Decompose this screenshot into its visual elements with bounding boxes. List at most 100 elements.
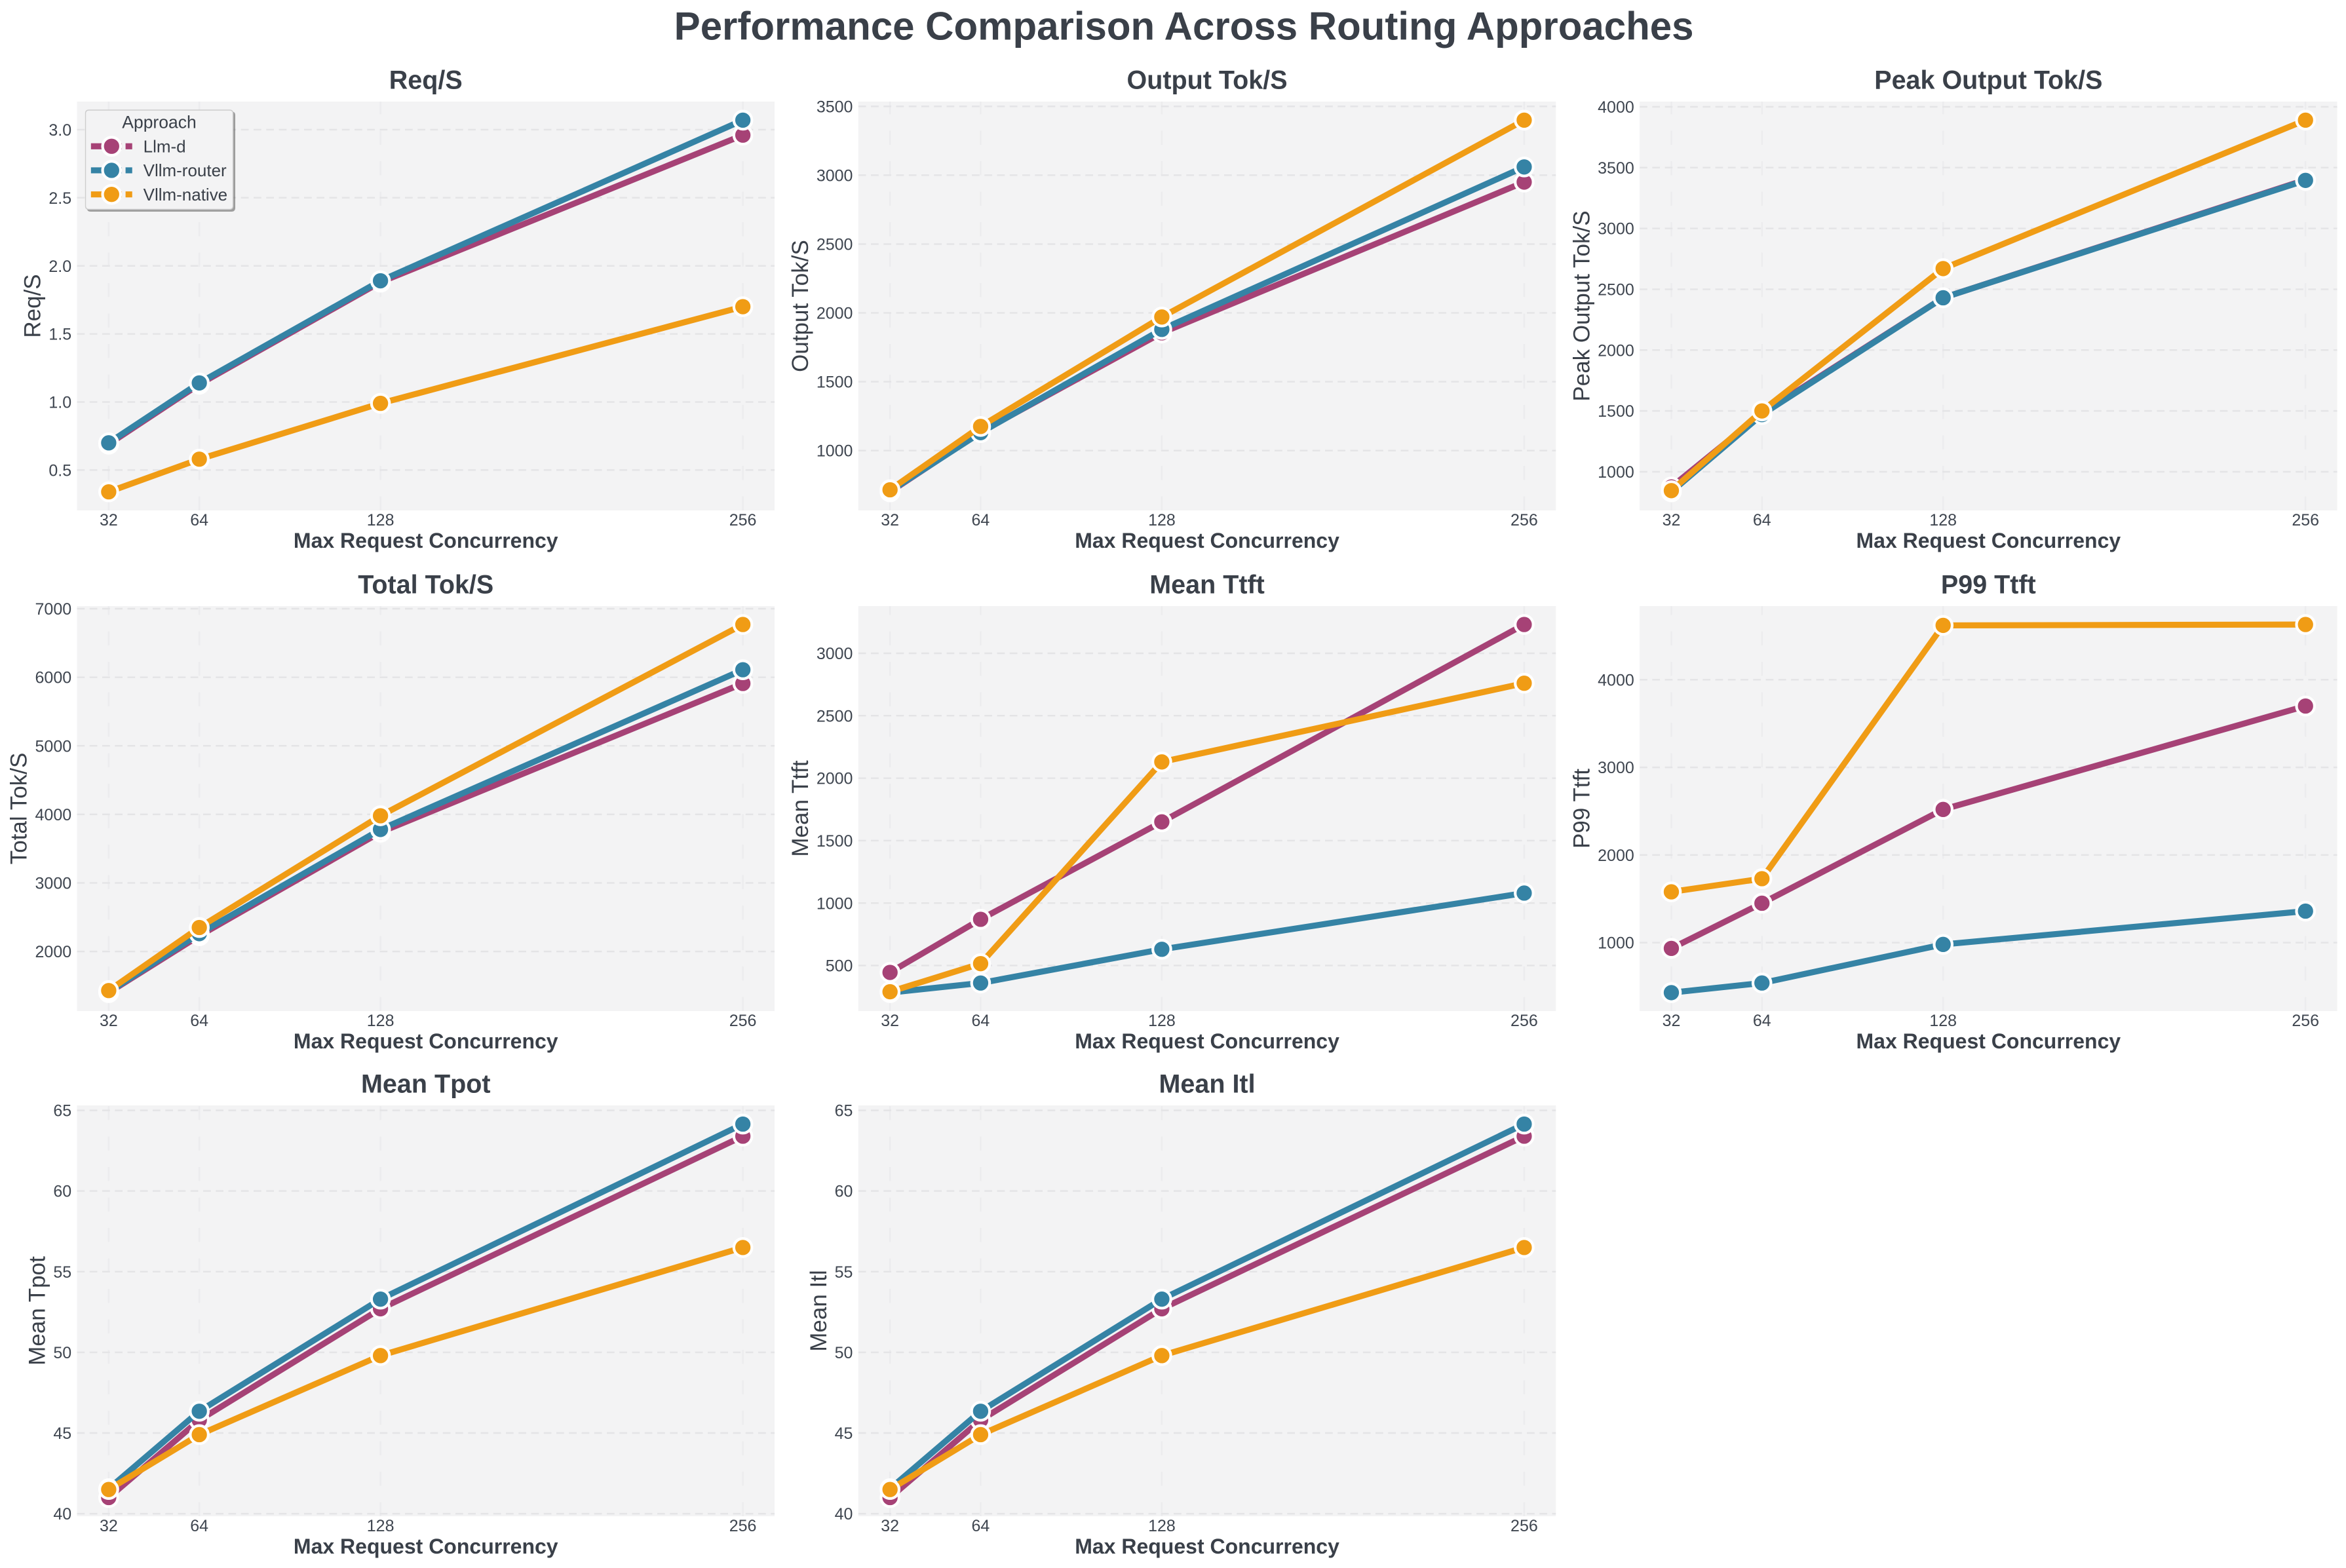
svg-text:Performance Comparison Across: Performance Comparison Across Routing Ap…	[674, 4, 1694, 48]
svg-text:Req/S: Req/S	[389, 66, 463, 95]
svg-text:Max Request Concurrency: Max Request Concurrency	[1075, 529, 1339, 552]
svg-text:Mean Ttft: Mean Ttft	[1149, 571, 1265, 600]
svg-text:32: 32	[881, 1012, 899, 1030]
svg-text:Approach: Approach	[122, 113, 196, 132]
svg-text:128: 128	[367, 1012, 394, 1030]
svg-text:3500: 3500	[1598, 159, 1634, 178]
svg-text:1000: 1000	[1598, 463, 1634, 482]
svg-text:1500: 1500	[817, 373, 853, 392]
svg-text:2500: 2500	[817, 236, 853, 254]
svg-text:128: 128	[1148, 1012, 1176, 1030]
svg-text:Output Tok/S: Output Tok/S	[788, 240, 813, 372]
svg-text:55: 55	[835, 1263, 853, 1282]
svg-text:Mean Tpot: Mean Tpot	[25, 1256, 50, 1366]
svg-text:64: 64	[190, 511, 208, 529]
svg-text:Total Tok/S: Total Tok/S	[358, 571, 493, 600]
svg-text:Mean Itl: Mean Itl	[1159, 1070, 1256, 1099]
svg-text:1500: 1500	[1598, 402, 1634, 421]
svg-text:1000: 1000	[817, 442, 853, 461]
svg-text:50: 50	[835, 1344, 853, 1362]
svg-text:Max Request Concurrency: Max Request Concurrency	[294, 1535, 558, 1558]
svg-text:32: 32	[1663, 511, 1681, 529]
svg-text:60: 60	[53, 1183, 71, 1201]
svg-text:64: 64	[972, 1517, 990, 1535]
svg-text:64: 64	[190, 1517, 208, 1535]
svg-text:Max Request Concurrency: Max Request Concurrency	[294, 1029, 558, 1053]
svg-text:2000: 2000	[817, 305, 853, 323]
svg-text:256: 256	[1510, 1517, 1538, 1535]
svg-text:3000: 3000	[35, 875, 72, 893]
svg-text:128: 128	[1148, 1517, 1176, 1535]
svg-text:32: 32	[100, 1012, 118, 1030]
svg-text:1000: 1000	[817, 894, 853, 913]
svg-text:60: 60	[835, 1183, 853, 1201]
svg-text:5000: 5000	[35, 737, 72, 755]
svg-text:40: 40	[53, 1505, 71, 1523]
svg-text:Total Tok/S: Total Tok/S	[7, 753, 32, 865]
svg-text:3.0: 3.0	[48, 121, 71, 140]
svg-text:2500: 2500	[817, 707, 853, 725]
svg-text:32: 32	[100, 1517, 118, 1535]
svg-text:7000: 7000	[35, 600, 72, 619]
svg-text:64: 64	[972, 1012, 990, 1030]
svg-text:Max Request Concurrency: Max Request Concurrency	[1856, 1029, 2121, 1053]
svg-text:2000: 2000	[1598, 847, 1634, 865]
svg-text:128: 128	[1929, 1012, 1957, 1030]
svg-text:2000: 2000	[1598, 341, 1634, 360]
svg-text:2000: 2000	[35, 943, 72, 961]
svg-text:64: 64	[190, 1012, 208, 1030]
svg-text:3000: 3000	[1598, 220, 1634, 239]
svg-text:3000: 3000	[817, 166, 853, 185]
svg-text:32: 32	[100, 511, 118, 529]
svg-text:Max Request Concurrency: Max Request Concurrency	[1075, 1029, 1339, 1053]
svg-text:P99 Ttft: P99 Ttft	[1569, 769, 1594, 849]
svg-text:6000: 6000	[35, 669, 72, 687]
svg-text:1.5: 1.5	[48, 326, 71, 344]
svg-text:256: 256	[2292, 511, 2319, 529]
svg-text:2.5: 2.5	[48, 189, 71, 208]
svg-text:Llm-d: Llm-d	[144, 136, 186, 156]
svg-text:500: 500	[826, 957, 853, 976]
svg-text:64: 64	[972, 511, 990, 529]
svg-text:Max Request Concurrency: Max Request Concurrency	[1075, 1535, 1339, 1558]
svg-text:Mean Ttft: Mean Ttft	[788, 760, 813, 856]
svg-text:256: 256	[729, 511, 757, 529]
svg-text:128: 128	[367, 1517, 394, 1535]
svg-text:128: 128	[367, 511, 394, 529]
svg-text:4000: 4000	[35, 806, 72, 824]
svg-text:0.5: 0.5	[48, 461, 71, 480]
svg-text:32: 32	[881, 1517, 899, 1535]
svg-text:128: 128	[1929, 511, 1957, 529]
svg-text:Req/S: Req/S	[20, 274, 46, 337]
svg-text:4000: 4000	[1598, 98, 1634, 117]
svg-text:65: 65	[835, 1102, 853, 1120]
svg-text:50: 50	[53, 1344, 71, 1362]
svg-text:32: 32	[1663, 1012, 1681, 1030]
svg-text:45: 45	[53, 1425, 71, 1443]
svg-text:1.0: 1.0	[48, 394, 71, 412]
svg-text:Max Request Concurrency: Max Request Concurrency	[1856, 529, 2121, 552]
svg-text:256: 256	[1510, 511, 1538, 529]
svg-text:Vllm-native: Vllm-native	[144, 185, 228, 204]
svg-text:64: 64	[1753, 511, 1771, 529]
svg-text:2000: 2000	[817, 770, 853, 788]
svg-text:Max Request Concurrency: Max Request Concurrency	[294, 529, 558, 552]
svg-text:Vllm-router: Vllm-router	[144, 161, 227, 180]
svg-text:Mean Tpot: Mean Tpot	[361, 1070, 490, 1099]
svg-text:2.0: 2.0	[48, 258, 71, 276]
svg-text:2500: 2500	[1598, 281, 1634, 299]
svg-text:256: 256	[1510, 1012, 1538, 1030]
svg-text:256: 256	[729, 1517, 757, 1535]
svg-text:256: 256	[2292, 1012, 2319, 1030]
svg-text:64: 64	[1753, 1012, 1771, 1030]
svg-text:Output Tok/S: Output Tok/S	[1127, 66, 1288, 95]
svg-text:45: 45	[835, 1425, 853, 1443]
svg-text:40: 40	[835, 1505, 853, 1523]
svg-text:Peak Output Tok/S: Peak Output Tok/S	[1569, 210, 1594, 401]
svg-text:32: 32	[881, 511, 899, 529]
svg-text:256: 256	[729, 1012, 757, 1030]
svg-text:3000: 3000	[817, 645, 853, 663]
svg-text:P99 Ttft: P99 Ttft	[1941, 571, 2036, 600]
svg-text:3000: 3000	[1598, 759, 1634, 777]
svg-text:55: 55	[53, 1263, 71, 1282]
